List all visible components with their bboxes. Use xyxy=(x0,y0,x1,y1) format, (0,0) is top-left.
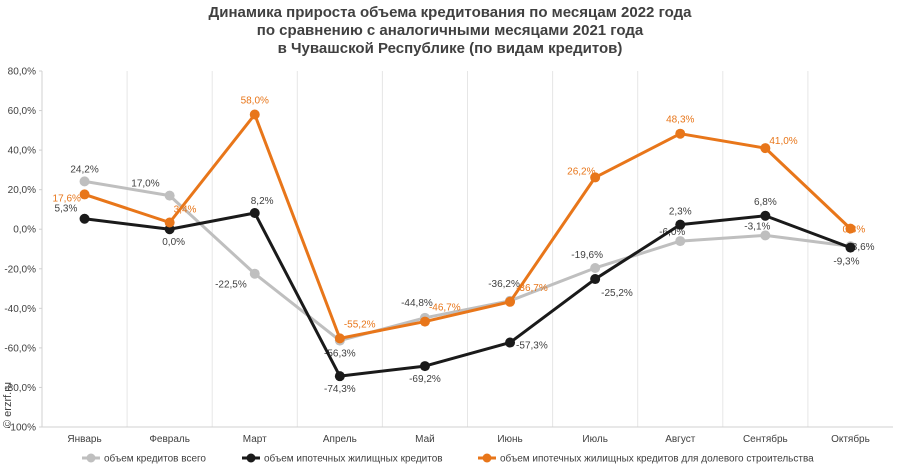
x-tick-label: Март xyxy=(243,434,267,445)
data-label: -56,3% xyxy=(324,349,356,360)
data-point xyxy=(760,143,771,154)
data-point xyxy=(164,217,175,228)
y-tick-label: 0,0% xyxy=(13,225,36,236)
data-point xyxy=(79,189,90,200)
data-label: -6,0% xyxy=(659,227,685,238)
data-label: 17,6% xyxy=(53,193,81,204)
data-label: -9,3% xyxy=(833,257,859,268)
data-label: -74,3% xyxy=(324,384,356,395)
data-point xyxy=(675,236,686,247)
x-tick-label: Февраль xyxy=(149,434,190,445)
data-label: 0,0% xyxy=(162,237,185,248)
y-tick-label: -80,0% xyxy=(4,383,36,394)
data-label: -55,2% xyxy=(344,319,376,330)
data-point xyxy=(79,176,90,187)
y-tick-label: -40,0% xyxy=(4,304,36,315)
watermark-text: © erzrf.ru xyxy=(2,382,14,428)
data-label: 17,0% xyxy=(131,179,159,190)
data-point xyxy=(164,190,175,201)
chart-title: Динамика прироста объема кредитования по… xyxy=(0,4,900,58)
data-point xyxy=(590,262,601,273)
legend-swatch-marker xyxy=(246,453,256,463)
data-point xyxy=(845,242,856,253)
y-tick-label: -100% xyxy=(7,423,36,434)
data-point xyxy=(760,210,771,221)
x-tick-label: Июль xyxy=(582,434,608,445)
data-label: 5,3% xyxy=(55,204,78,215)
data-point xyxy=(334,371,345,382)
data-label: -19,6% xyxy=(571,250,603,261)
series-line xyxy=(84,211,851,378)
y-tick-label: 40,0% xyxy=(8,146,36,157)
data-label: 0,3% xyxy=(842,225,865,236)
y-tick-label: -20,0% xyxy=(4,264,36,275)
data-label: 48,3% xyxy=(666,115,694,126)
chart-title-line-2: по сравнению с аналогичными месяцами 202… xyxy=(256,22,644,39)
x-tick-label: Сентябрь xyxy=(743,433,788,445)
y-tick-label: -60,0% xyxy=(4,343,36,354)
legend-label: объем ипотечных жилищных кредитов xyxy=(264,453,443,465)
legend-label: объем ипотечных жилищных кредитов для до… xyxy=(500,453,814,465)
chart-title-line-1: Динамика прироста объема кредитования по… xyxy=(208,4,692,21)
y-tick-label: 80,0% xyxy=(8,67,36,78)
data-point xyxy=(79,213,90,224)
data-point xyxy=(760,230,771,241)
data-label: 2,3% xyxy=(669,207,692,218)
y-tick-label: 60,0% xyxy=(8,106,36,117)
data-point xyxy=(590,274,601,285)
data-label: 6,8% xyxy=(754,197,777,208)
data-label: 3,4% xyxy=(174,204,197,215)
data-label: -3,1% xyxy=(744,221,770,232)
data-point xyxy=(675,219,686,230)
x-tick-label: Июнь xyxy=(497,434,522,445)
data-label: -46,7% xyxy=(429,303,461,314)
data-label: -57,3% xyxy=(516,341,548,352)
data-point xyxy=(249,109,260,120)
x-tick-label: Октябрь xyxy=(831,433,870,445)
data-point xyxy=(249,208,260,219)
legend-swatch-marker xyxy=(482,453,492,463)
x-tick-label: Апрель xyxy=(323,434,357,445)
data-label: -36,2% xyxy=(488,279,520,290)
data-point xyxy=(590,172,601,183)
data-label: -22,5% xyxy=(215,280,247,291)
watermark: © erzrf.ru xyxy=(2,382,14,428)
x-tick-label: Январь xyxy=(67,434,101,445)
data-point xyxy=(505,337,516,348)
data-point xyxy=(334,333,345,344)
data-label: -36,7% xyxy=(516,283,548,294)
series-line xyxy=(84,113,852,340)
data-label: 8,2% xyxy=(251,196,274,207)
data-label: -8,6% xyxy=(848,242,874,253)
legend-swatch-marker xyxy=(86,453,96,463)
x-tick-label: Август xyxy=(665,434,696,445)
data-point xyxy=(419,316,430,327)
data-point xyxy=(419,361,430,372)
legend-label: объем кредитов всего xyxy=(104,453,206,465)
data-point xyxy=(505,296,516,307)
data-label: -44,8% xyxy=(401,298,433,309)
data-point xyxy=(845,223,856,234)
y-tick-label: 20,0% xyxy=(8,185,36,196)
data-point xyxy=(675,128,686,139)
data-label: 26,2% xyxy=(567,166,595,177)
data-label: 58,0% xyxy=(241,96,269,107)
data-label: -69,2% xyxy=(409,374,441,385)
data-label: 24,2% xyxy=(70,164,98,175)
data-label: 41,0% xyxy=(769,136,797,147)
chart-title-line-3: в Чувашской Республике (по видам кредито… xyxy=(277,40,623,57)
data-label: -25,2% xyxy=(601,288,633,299)
x-tick-label: Май xyxy=(415,434,435,445)
series-line xyxy=(84,179,851,343)
data-point xyxy=(249,268,260,279)
